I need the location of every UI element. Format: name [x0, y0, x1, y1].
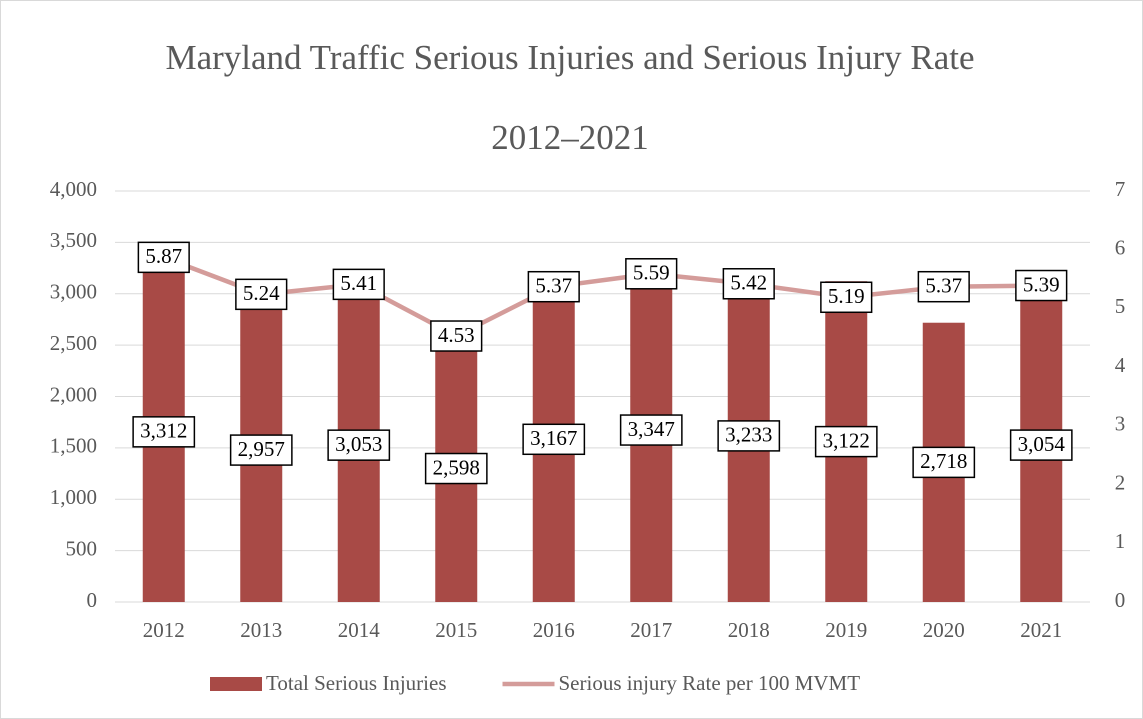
- y2-tick-label: 1: [1115, 529, 1126, 553]
- data-label-box: [814, 425, 878, 458]
- y-tick-label: 3,000: [50, 280, 97, 304]
- data-label-box: [717, 420, 781, 452]
- y-tick-label: 1,000: [50, 485, 97, 509]
- x-tick-label: 2018: [728, 618, 770, 642]
- line: [162, 255, 1042, 339]
- data-label: 3,167: [530, 426, 577, 450]
- data-label-box: [527, 270, 580, 303]
- data-label-box: [137, 241, 190, 274]
- data-label-box: [132, 416, 196, 448]
- y2-tick-label: 3: [1115, 412, 1126, 436]
- x-tick-label: 2017: [630, 618, 672, 642]
- y2-tick-label: 5: [1115, 294, 1126, 318]
- data-label: 5.59: [633, 261, 670, 285]
- legend-label: Serious injury Rate per 100 MVMT: [559, 671, 861, 695]
- data-label-box: [1015, 269, 1068, 302]
- data-label-box: [430, 320, 483, 352]
- y-tick-label: 2,500: [50, 331, 97, 355]
- data-label: 5.37: [535, 274, 572, 298]
- data-label: 5.87: [145, 244, 182, 268]
- data-label: 2,718: [920, 449, 967, 473]
- data-label: 5.39: [1023, 272, 1060, 296]
- x-tick-label: 2020: [923, 618, 965, 642]
- data-label-box: [619, 414, 683, 446]
- data-label-box: [1009, 429, 1073, 461]
- data-label: 2,598: [433, 455, 480, 479]
- y2-tick-label: 4: [1115, 353, 1126, 377]
- data-label-box: [722, 268, 775, 300]
- x-tick-label: 2015: [435, 618, 477, 642]
- data-label-box: [625, 258, 678, 290]
- data-label-box: [917, 270, 970, 303]
- lines: [162, 255, 1042, 339]
- data-label: 5.42: [730, 271, 767, 295]
- y-tick-label: 2,000: [50, 382, 97, 406]
- chart-subtitle: 2012–2021: [491, 118, 649, 157]
- data-label: 4.53: [438, 323, 475, 347]
- data-label: 5.37: [925, 274, 962, 298]
- data-label-box: [327, 429, 391, 461]
- data-label: 3,054: [1018, 432, 1066, 456]
- y-tick-label: 0: [87, 588, 98, 612]
- y2-tick-label: 0: [1115, 588, 1126, 612]
- x-tick-label: 2012: [143, 618, 185, 642]
- y2-tick-label: 7: [1115, 177, 1126, 201]
- data-label: 3,122: [823, 428, 870, 452]
- data-label-box: [912, 446, 976, 479]
- data-label-box: [424, 452, 488, 485]
- data-label: 2,957: [238, 437, 285, 461]
- y2-tick-label: 6: [1115, 236, 1126, 260]
- data-label-box: [235, 278, 288, 311]
- y-tick-label: 1,500: [50, 434, 97, 458]
- chart-title: Maryland Traffic Serious Injuries and Se…: [165, 38, 975, 77]
- legend-swatch: [210, 677, 262, 691]
- x-tick-label: 2014: [338, 618, 381, 642]
- data-label: 5.41: [340, 271, 377, 295]
- y-tick-label: 4,000: [50, 177, 97, 201]
- data-label-box: [820, 281, 873, 314]
- y-tick-label: 3,500: [50, 228, 97, 252]
- data-label-box: [522, 423, 586, 456]
- data-label: 3,053: [335, 432, 382, 456]
- x-tick-label: 2016: [533, 618, 575, 642]
- data-label: 5.19: [828, 284, 865, 308]
- data-label: 3,347: [628, 417, 675, 441]
- labels: 3,312 2,957 3,053 2,598 3,167 3,347 3,233 3,122…: [132, 241, 1073, 485]
- x-tick-label: 2021: [1020, 618, 1062, 642]
- legend-label: Total Serious Injuries: [266, 671, 447, 695]
- data-label: 5.24: [243, 281, 280, 305]
- y2-tick-label: 2: [1115, 470, 1126, 494]
- data-label-box: [332, 268, 385, 301]
- x-tick-label: 2019: [825, 618, 867, 642]
- data-label-box: [229, 434, 293, 466]
- x-tick-label: 2013: [240, 618, 282, 642]
- y-tick-label: 500: [66, 536, 98, 560]
- data-label: 3,312: [140, 419, 187, 443]
- data-label: 3,233: [725, 423, 772, 447]
